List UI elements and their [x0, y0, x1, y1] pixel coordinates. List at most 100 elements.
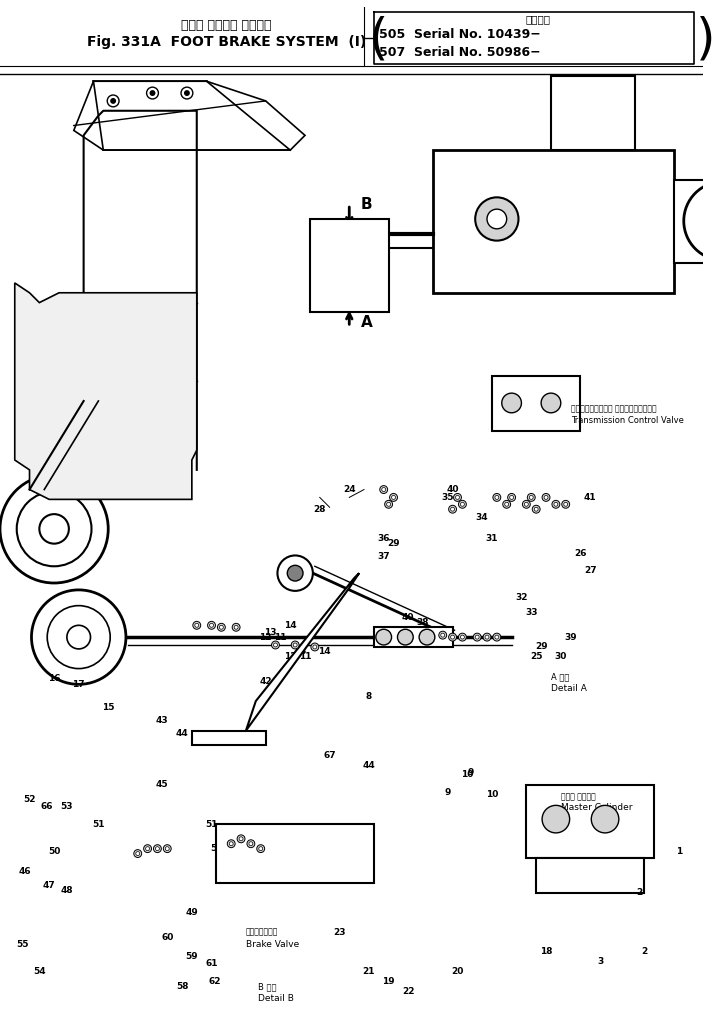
Text: 43: 43 [156, 716, 169, 725]
Circle shape [390, 493, 398, 501]
Text: 36: 36 [378, 534, 390, 543]
Circle shape [293, 643, 297, 647]
Text: 13: 13 [265, 628, 277, 637]
Circle shape [505, 502, 508, 507]
Text: 48: 48 [61, 887, 73, 896]
Circle shape [440, 633, 445, 637]
Text: 27: 27 [584, 566, 596, 574]
Circle shape [385, 500, 393, 509]
Circle shape [458, 500, 466, 509]
Circle shape [237, 835, 245, 843]
Circle shape [448, 633, 456, 641]
Text: 66: 66 [41, 802, 54, 811]
Circle shape [217, 624, 225, 631]
Text: 24: 24 [343, 485, 355, 494]
Circle shape [419, 629, 435, 645]
Text: 51: 51 [205, 820, 218, 829]
Text: 58: 58 [176, 982, 188, 991]
Circle shape [542, 806, 570, 833]
Circle shape [523, 500, 531, 509]
Text: 3: 3 [597, 957, 603, 967]
Circle shape [287, 565, 303, 581]
Text: 11: 11 [274, 633, 287, 642]
Text: 適用号機: 適用号機 [526, 14, 551, 24]
Polygon shape [15, 283, 197, 499]
Circle shape [247, 840, 255, 847]
Text: 23: 23 [333, 928, 345, 937]
Circle shape [562, 500, 570, 509]
Circle shape [475, 197, 518, 241]
Text: 61: 61 [205, 959, 218, 969]
Circle shape [450, 508, 455, 512]
Circle shape [311, 643, 319, 651]
Polygon shape [310, 219, 389, 312]
Circle shape [220, 626, 223, 629]
Text: 45: 45 [156, 780, 169, 790]
Text: 9: 9 [467, 768, 473, 777]
Text: 52: 52 [24, 795, 36, 804]
Polygon shape [551, 76, 635, 150]
Circle shape [295, 844, 315, 863]
Circle shape [67, 626, 91, 649]
Text: 11: 11 [299, 652, 311, 661]
Circle shape [207, 622, 215, 629]
Circle shape [542, 493, 550, 501]
Circle shape [163, 845, 171, 852]
Text: 26: 26 [574, 549, 587, 558]
Text: 19: 19 [383, 977, 395, 986]
Text: Detail A: Detail A [551, 683, 587, 693]
Text: 507  Serial No. 50986−: 507 Serial No. 50986− [379, 45, 541, 59]
Circle shape [502, 393, 521, 412]
Text: 16: 16 [48, 674, 60, 683]
Text: 14: 14 [318, 647, 331, 656]
Text: Transmission Control Valve: Transmission Control Valve [571, 417, 684, 426]
Circle shape [684, 182, 715, 260]
Circle shape [485, 635, 489, 639]
Text: 41: 41 [584, 493, 596, 501]
Text: 55: 55 [16, 939, 29, 948]
Text: 29: 29 [535, 642, 548, 651]
Text: 15: 15 [102, 704, 114, 713]
Text: 505  Serial No. 10439−: 505 Serial No. 10439− [379, 28, 541, 41]
Polygon shape [217, 824, 374, 883]
Text: Master Cylinder: Master Cylinder [561, 803, 632, 812]
Circle shape [563, 502, 568, 507]
Circle shape [591, 806, 619, 833]
Circle shape [194, 624, 199, 627]
Circle shape [544, 495, 548, 499]
Circle shape [453, 493, 461, 501]
Text: 12: 12 [284, 652, 297, 661]
Circle shape [376, 629, 392, 645]
Text: 56: 56 [238, 859, 250, 867]
Circle shape [493, 633, 500, 641]
Circle shape [387, 502, 390, 507]
Text: 40: 40 [402, 613, 415, 622]
Text: 44: 44 [363, 760, 375, 769]
Circle shape [249, 842, 253, 845]
Circle shape [487, 209, 507, 228]
Circle shape [398, 629, 413, 645]
Text: B: B [361, 197, 373, 211]
Text: 13: 13 [294, 647, 306, 656]
Circle shape [149, 90, 155, 96]
Text: 39: 39 [431, 628, 444, 637]
Text: 64: 64 [297, 859, 310, 867]
Text: 50: 50 [48, 847, 60, 856]
Text: 1: 1 [676, 847, 682, 856]
Circle shape [226, 844, 246, 863]
Text: 12: 12 [260, 633, 272, 642]
Text: 9: 9 [445, 788, 451, 797]
Circle shape [261, 844, 280, 863]
Circle shape [392, 495, 395, 499]
Circle shape [455, 495, 460, 499]
Polygon shape [492, 376, 581, 431]
Text: 53: 53 [61, 802, 73, 811]
Circle shape [524, 502, 528, 507]
Text: 20: 20 [451, 968, 463, 977]
Text: A: A [361, 314, 373, 330]
Circle shape [184, 90, 190, 96]
Circle shape [460, 502, 464, 507]
Circle shape [554, 502, 558, 507]
Polygon shape [433, 150, 674, 293]
Circle shape [234, 626, 238, 629]
